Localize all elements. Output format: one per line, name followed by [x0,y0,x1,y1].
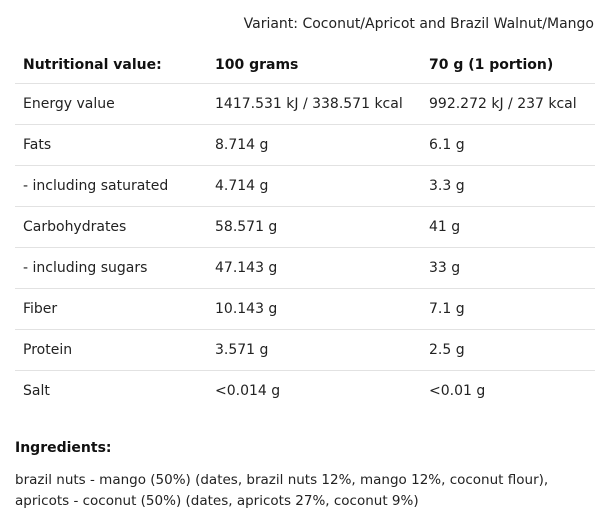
table-header-row: Nutritional value: 100 grams 70 g (1 por… [15,46,595,84]
value-per-100g: 58.571 g [207,206,421,248]
nutrient-name: Fiber [15,288,207,330]
table-row: Salt <0.014 g <0.01 g [15,371,595,412]
table-row: Fiber 10.143 g 7.1 g [15,288,595,330]
value-per-portion: 2.5 g [421,329,595,371]
ingredients-text: brazil nuts - mango (50%) (dates, brazil… [15,472,549,509]
value-per-portion: 33 g [421,247,595,289]
nutrition-table-body: Energy value 1417.531 kJ / 338.571 kcal 99… [15,83,595,412]
value-per-100g: 10.143 g [207,288,421,330]
value-per-portion: 992.272 kJ / 237 kcal [421,83,595,125]
ingredients-title: Ingredients: [15,440,112,456]
table-row: Protein 3.571 g 2.5 g [15,329,595,371]
value-per-100g: <0.014 g [215,383,281,399]
value-per-100g: 47.143 g [207,247,421,289]
value-per-100g: 3.571 g [207,329,421,371]
value-per-100g: 1417.531 kJ / 338.571 kcal [207,83,421,125]
value-per-100g: 8.714 g [207,124,421,166]
value-per-portion: <0.01 g [429,383,486,399]
value-per-portion: 7.1 g [421,288,595,330]
nutrient-name: Protein [15,329,207,371]
table-row: - including sugars 47.143 g 33 g [15,247,595,289]
table-row: Energy value 1417.531 kJ / 338.571 kcal 99… [15,83,595,125]
nutrient-name: Salt [23,383,50,399]
table-row: - including saturated 4.714 g 3.3 g [15,165,595,207]
nutrient-name: Energy value [15,83,207,125]
nutrient-name: - including saturated [15,165,207,207]
table-row: Carbohydrates 58.571 g 41 g [15,206,595,248]
nutrient-name: - including sugars [15,247,207,289]
value-per-portion: 3.3 g [421,165,595,207]
table-row: Fats 8.714 g 6.1 g [15,124,595,166]
value-per-portion: 6.1 g [421,124,595,166]
nutrition-table: Nutritional value: 100 grams 70 g (1 por… [15,46,595,411]
header-nutritional-value: Nutritional value: [15,46,207,84]
value-per-portion: 41 g [421,206,595,248]
variant-label: Variant: Coconut/Apricot and Brazil Waln… [243,16,594,32]
nutrient-name: Carbohydrates [15,206,207,248]
header-100-grams: 100 grams [207,46,421,84]
value-per-100g: 4.714 g [207,165,421,207]
header-portion: 70 g (1 portion) [421,46,595,84]
nutrient-name: Fats [15,124,207,166]
